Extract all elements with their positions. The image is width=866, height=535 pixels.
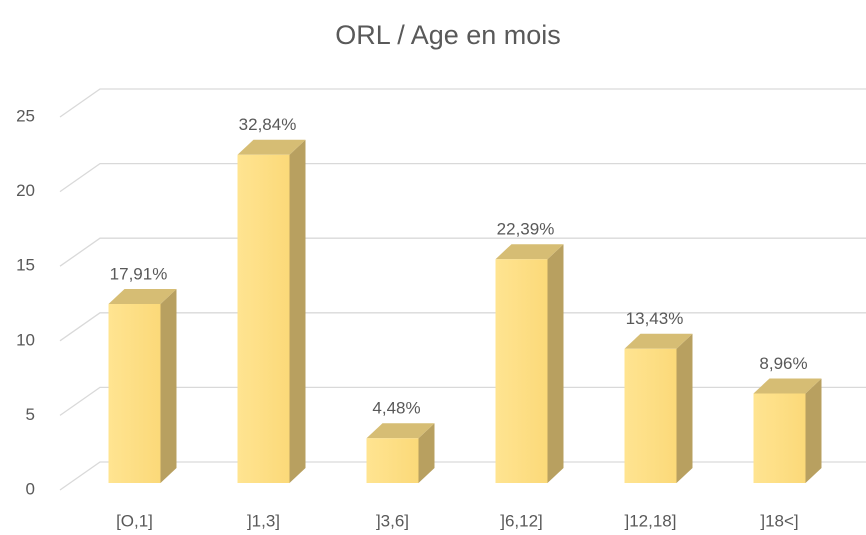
grid-line [59,312,866,342]
bar [237,139,306,483]
data-label: 22,39% [497,220,555,239]
grid-line [59,237,866,267]
grid-line [59,162,866,193]
x-tick-label: [O,1] [116,511,153,530]
bar-front [237,154,290,483]
bar [108,288,177,483]
bar [624,333,693,483]
bar-top [237,139,306,155]
bar-side [289,139,306,483]
bar-top [495,244,564,260]
bar-top [624,333,693,349]
bar-top [753,378,822,394]
grid-line [59,88,866,118]
chart-title: ORL / Age en mois [335,20,561,50]
bar-top [366,423,435,439]
bar-side [676,333,693,483]
data-label: 17,91% [110,264,168,283]
bar-front [366,438,419,483]
bar [495,244,564,483]
y-tick-label: 25 [16,106,35,125]
x-tick-label: ]3,6] [376,511,409,530]
y-tick-label: 20 [16,181,35,200]
x-tick-label: ]18<] [760,511,798,530]
data-label: 32,84% [239,115,297,134]
bar-front [495,259,548,483]
bar-front [624,348,677,483]
y-tick-label: 10 [16,330,35,349]
bar [753,378,822,483]
grid-line [59,461,866,491]
x-tick-label: ]1,3] [247,511,280,530]
data-label: 8,96% [759,354,807,373]
bar-side [160,288,177,483]
data-label: 13,43% [626,309,684,328]
data-label: 4,48% [372,399,420,418]
bar-front [753,393,806,483]
bar-front [108,303,161,483]
y-tick-label: 0 [26,479,35,498]
grid-line [59,386,866,416]
bar-side [547,244,564,483]
bar-side [805,378,822,483]
x-tick-label: ]6,12] [500,511,543,530]
bar-side [418,423,435,483]
bar [366,423,435,483]
y-tick-label: 15 [16,256,35,275]
x-tick-label: ]12,18] [625,511,677,530]
bar-top [108,288,177,304]
y-tick-label: 5 [26,405,35,424]
